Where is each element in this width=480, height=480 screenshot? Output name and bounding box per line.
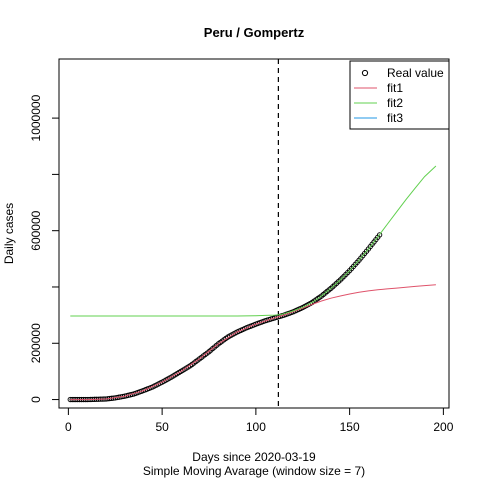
legend-label: Real value xyxy=(387,66,444,80)
data-point xyxy=(376,232,383,238)
legend-marker xyxy=(361,69,369,77)
x-tick-label: 50 xyxy=(155,420,169,434)
x-tick-label: 100 xyxy=(246,420,266,434)
y-axis-label: Daily cases xyxy=(2,203,16,264)
x-tick-label: 0 xyxy=(65,420,72,434)
legend-label: fit3 xyxy=(387,111,403,125)
legend-label: fit1 xyxy=(387,81,403,95)
y-tick-label: 0 xyxy=(29,396,43,403)
legend-label: fit2 xyxy=(387,96,403,110)
x-tick-label: 150 xyxy=(340,420,360,434)
series-fit1 xyxy=(70,284,436,401)
y-tick-label: 1000000 xyxy=(29,94,43,141)
x-tick-label: 200 xyxy=(433,420,453,434)
series-line xyxy=(70,284,436,401)
y-tick-label: 600000 xyxy=(29,210,43,250)
x-axis-sublabel: Simple Moving Avarage (window size = 7) xyxy=(143,464,365,478)
chart-title: Peru / Gompertz xyxy=(204,25,305,40)
series-line xyxy=(70,165,437,317)
series-fit2 xyxy=(70,165,437,317)
plot-frame xyxy=(58,58,450,409)
x-axis-label: Days since 2020-03-19 xyxy=(192,450,316,464)
y-axis: 0 200000 600000 1000000 xyxy=(29,94,59,403)
x-axis: 0 50 100 150 200 xyxy=(65,408,454,434)
y-tick-label: 200000 xyxy=(29,323,43,363)
series-real-value xyxy=(67,232,383,403)
